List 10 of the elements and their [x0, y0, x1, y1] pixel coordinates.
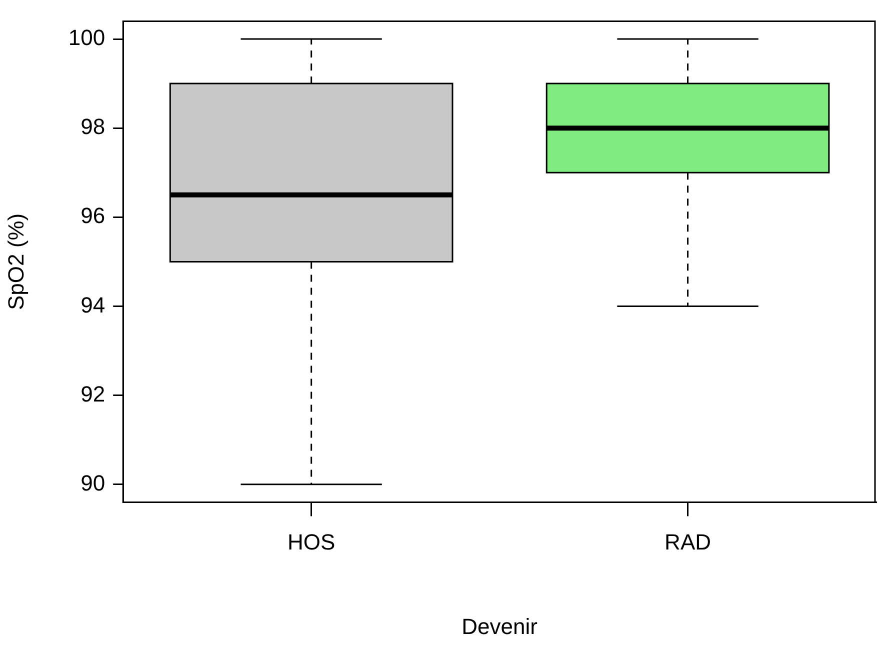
- y-tick-label: 92: [80, 381, 106, 406]
- y-tick-label: 94: [80, 292, 106, 318]
- x-tick-label: HOS: [287, 529, 336, 554]
- x-axis-title: Devenir: [462, 614, 538, 639]
- y-tick-label: 100: [68, 25, 106, 50]
- y-tick-label: 96: [80, 203, 106, 228]
- x-tick-label: RAD: [664, 529, 712, 554]
- y-tick-label: 90: [80, 470, 106, 496]
- y-tick-label: 98: [80, 114, 106, 140]
- y-axis-title: SpO2 (%): [3, 213, 28, 310]
